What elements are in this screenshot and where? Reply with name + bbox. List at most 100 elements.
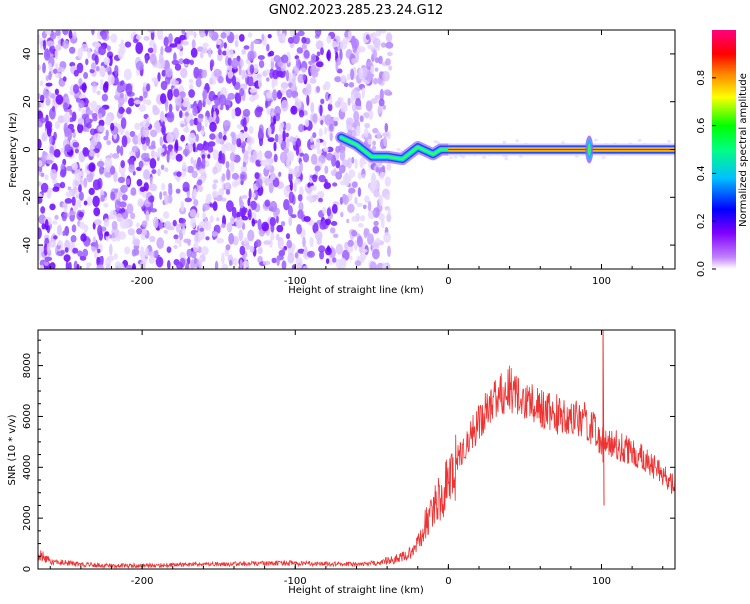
heatmap-cell [213, 68, 222, 78]
heatmap-cell [180, 171, 187, 178]
heatmap-cell [44, 219, 49, 231]
heatmap-cell [198, 168, 206, 175]
heatmap-cell [113, 252, 118, 260]
heatmap-cell [64, 198, 73, 204]
heatmap-cell [72, 141, 80, 148]
heatmap-cell [192, 141, 196, 153]
heatmap-cell [601, 156, 606, 159]
snr-frame [37, 329, 676, 570]
heatmap-cell [193, 257, 197, 265]
heatmap-cell [144, 54, 149, 64]
heatmap-cell [383, 135, 387, 147]
heatmap-cell [354, 196, 358, 205]
heatmap-cell [332, 116, 340, 122]
heatmap-cell [196, 161, 204, 171]
heatmap-cell [215, 39, 222, 46]
heatmap-cell [42, 62, 46, 74]
heatmap-cell [187, 30, 195, 36]
heatmap-cell [336, 68, 343, 74]
heatmap-cell [188, 83, 194, 91]
figure-title: GN02.2023.285.23.24.G12 [269, 3, 444, 18]
heatmap-cell [63, 122, 69, 134]
heatmap-cell [234, 39, 239, 48]
heatmap-cell [144, 247, 149, 258]
heatmap-cell [224, 142, 232, 152]
heatmap-cell [351, 181, 358, 189]
heatmap-cell [179, 218, 186, 224]
heatmap-cell [385, 41, 394, 49]
heatmap-cell [95, 243, 99, 249]
heatmap-cell [227, 57, 232, 66]
heatmap-cell [153, 151, 162, 158]
heatmap-cell [347, 97, 351, 106]
heatmap-cell [120, 117, 127, 129]
heatmap-cell [163, 229, 168, 234]
heatmap-cell [302, 265, 309, 269]
heatmap-cell [97, 160, 105, 168]
colorbar-tick-label: 0.8 [696, 70, 707, 86]
heatmap-cell [306, 195, 310, 201]
heatmap-cell [49, 203, 56, 211]
heatmap-cell [43, 39, 47, 51]
heatmap-cell [287, 150, 295, 162]
heatmap-cell [140, 134, 146, 145]
heatmap-cell [327, 103, 333, 112]
heatmap-cell [197, 118, 204, 123]
heatmap-cell [196, 120, 202, 132]
heatmap-cell [123, 68, 132, 81]
heatmap-cell [346, 73, 351, 81]
heatmap-cell [289, 135, 294, 143]
heatmap-cell [62, 230, 66, 236]
heatmap-cell [193, 187, 197, 198]
heatmap-cell [68, 30, 73, 39]
heatmap-cell [367, 138, 372, 145]
heatmap-cell [103, 218, 110, 227]
heatmap-cell [339, 49, 343, 61]
heatmap-cell [322, 206, 326, 215]
heatmap-cell [53, 148, 61, 158]
heatmap-cell [94, 54, 99, 65]
colorbar-tick-label: 0.6 [696, 118, 707, 134]
heatmap-cell [151, 140, 156, 148]
heatmap-cell [347, 245, 354, 253]
heatmap-cell [231, 75, 237, 87]
heatmap-cell [386, 51, 393, 57]
heatmap-cell [332, 182, 338, 187]
spectrogram-ylabel: Frequency (Hz) [8, 112, 19, 188]
heatmap-cell [39, 37, 44, 50]
heatmap-cell [98, 45, 107, 56]
heatmap-cell [64, 144, 72, 153]
heatmap-cell [96, 90, 101, 95]
heatmap-cell [209, 121, 217, 132]
heatmap-cell [207, 47, 212, 58]
heatmap-cell [179, 34, 186, 41]
heatmap-cell [357, 235, 363, 248]
heatmap-cell [229, 160, 235, 173]
heatmap-cell [242, 108, 251, 117]
heatmap-cell [285, 233, 291, 240]
heatmap-cell [73, 31, 77, 40]
heatmap-cell [593, 138, 598, 142]
heatmap-cell [44, 174, 49, 181]
heatmap-cell [318, 245, 326, 253]
heatmap-cell [63, 254, 71, 262]
heatmap-cell [226, 200, 234, 213]
heatmap-cell [143, 35, 150, 41]
heatmap-cell [180, 123, 185, 128]
heatmap-cell [80, 233, 87, 242]
heatmap-cell [245, 242, 250, 250]
heatmap-cell [387, 206, 391, 216]
heatmap-cell [131, 145, 139, 153]
y-tick-label: 6000 [22, 404, 33, 429]
heatmap-cell [124, 246, 131, 255]
heatmap-cell [386, 162, 392, 171]
heatmap-cell [49, 262, 56, 269]
heatmap-cell [100, 194, 105, 202]
heatmap-cell [270, 232, 275, 241]
heatmap-cell [370, 174, 377, 186]
heatmap-cell [269, 238, 273, 248]
heatmap-cell [167, 260, 171, 269]
heatmap-cell [190, 156, 194, 165]
heatmap-cell [275, 233, 280, 241]
